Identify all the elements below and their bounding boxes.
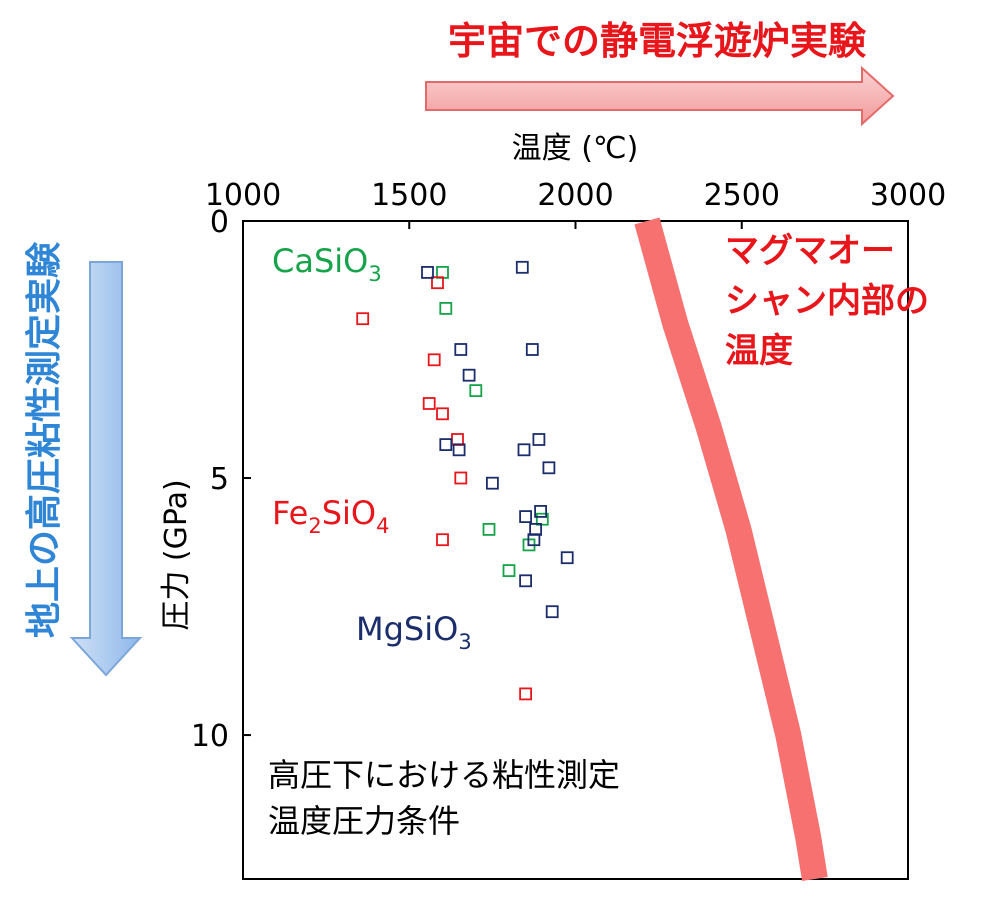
data-point-fe2sio4 bbox=[427, 353, 441, 367]
casio3-label: CaSiO3 bbox=[272, 242, 382, 286]
data-point-casio3 bbox=[436, 265, 449, 279]
data-point-mgsio3 bbox=[532, 433, 546, 446]
data-point-mgsio3 bbox=[485, 476, 499, 490]
y-tick-label: 5 bbox=[210, 462, 229, 497]
data-point-mgsio3 bbox=[439, 438, 453, 452]
magma-label-line2: シャン内部の bbox=[725, 281, 929, 321]
x-tick-label: 1500 bbox=[371, 178, 447, 213]
data-point-mgsio3 bbox=[517, 443, 531, 457]
ground-arrow-shape bbox=[69, 261, 143, 677]
data-point-mgsio3 bbox=[534, 504, 547, 518]
mgsio3-label: MgSiO3 bbox=[356, 610, 472, 654]
data-point-fe2sio4 bbox=[422, 397, 436, 410]
x-tick-label: 2000 bbox=[537, 178, 613, 213]
data-point-fe2sio4 bbox=[454, 471, 468, 485]
y-tick-label: 10 bbox=[191, 719, 229, 754]
space-arrow-shape bbox=[425, 65, 895, 127]
data-point-fe2sio4 bbox=[451, 433, 464, 446]
space-experiment-arrow: 宇宙での静電浮遊炉実験 bbox=[425, 19, 895, 127]
data-point-casio3 bbox=[469, 384, 483, 398]
data-point-mgsio3 bbox=[519, 510, 532, 524]
data-point-casio3 bbox=[482, 523, 496, 536]
y-axis-title: 圧力 (GPa) bbox=[159, 479, 194, 630]
data-point-mgsio3 bbox=[527, 533, 541, 547]
caption-line2: 温度圧力条件 bbox=[268, 802, 460, 840]
data-point-casio3 bbox=[502, 564, 516, 577]
data-point-mgsio3 bbox=[519, 574, 532, 588]
data-point-fe2sio4 bbox=[356, 312, 370, 326]
data-point-fe2sio4 bbox=[519, 687, 532, 701]
data-point-casio3 bbox=[535, 512, 549, 526]
ground-arrow-label: 地上の高圧粘性測定実験 bbox=[24, 241, 65, 638]
data-point-fe2sio4 bbox=[436, 407, 449, 421]
x-axis-ticks: 1000 1500 2000 2500 3000 bbox=[205, 178, 946, 229]
data-point-mgsio3 bbox=[454, 343, 468, 356]
data-point-mgsio3 bbox=[560, 551, 574, 565]
ground-experiment-arrow: 地上の高圧粘性測定実験 bbox=[24, 241, 143, 677]
data-point-casio3 bbox=[439, 301, 453, 315]
data-point-fe2sio4 bbox=[436, 533, 449, 547]
magma-ocean-band bbox=[634, 217, 828, 882]
x-tick-label: 2500 bbox=[704, 178, 780, 213]
data-point-mgsio3 bbox=[462, 368, 476, 382]
x-tick-label: 1000 bbox=[205, 178, 281, 213]
data-point-mgsio3 bbox=[515, 260, 529, 274]
data-point-mgsio3 bbox=[525, 343, 539, 356]
y-axis-ticks: 0 5 10 bbox=[191, 205, 251, 754]
data-point-mgsio3 bbox=[421, 265, 434, 279]
data-point-fe2sio4 bbox=[431, 276, 444, 290]
y-tick-label: 0 bbox=[210, 205, 229, 240]
data-points bbox=[356, 260, 574, 701]
x-axis-title: 温度 (℃) bbox=[512, 131, 639, 166]
data-point-mgsio3 bbox=[545, 605, 559, 619]
fe2sio4-label: Fe2SiO4 bbox=[272, 494, 389, 538]
magma-label-line3: 温度 bbox=[725, 331, 793, 371]
data-point-mgsio3 bbox=[452, 443, 466, 457]
data-point-mgsio3 bbox=[542, 461, 556, 475]
caption-line1: 高圧下における粘性測定 bbox=[268, 756, 620, 794]
magma-label-line1: マグマオー bbox=[725, 231, 895, 271]
space-arrow-label: 宇宙での静電浮遊炉実験 bbox=[448, 19, 867, 63]
x-tick-label: 3000 bbox=[870, 178, 946, 213]
